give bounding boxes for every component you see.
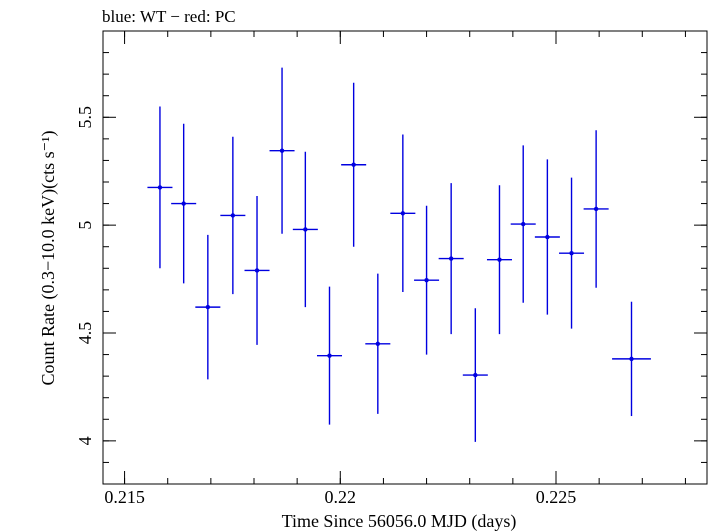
y-axis-label: Count Rate (0.3−10.0 keV)(cts s⁻¹) [38, 130, 59, 385]
y-tick-label: 4 [75, 436, 95, 445]
data-point [497, 257, 502, 262]
x-axis-tick-labels: 0.215 0.22 0.225 [104, 487, 576, 507]
data-point [327, 353, 332, 358]
data-point [205, 304, 211, 310]
x-axis-label: Time Since 56056.0 MJD (days) [282, 511, 517, 532]
data-point [473, 372, 478, 378]
data-point [424, 277, 429, 283]
y-axis-tick-labels: 4 4.5 5 5.5 [75, 106, 95, 445]
data-point [545, 234, 550, 240]
data-points [147, 67, 651, 442]
x-axis-ticks [124, 31, 686, 484]
data-point [521, 221, 526, 227]
data-point [157, 185, 163, 190]
x-tick-label: 0.215 [104, 487, 145, 507]
x-tick-label: 0.22 [325, 487, 357, 507]
data-point [279, 148, 285, 153]
data-point [400, 211, 406, 216]
data-point [593, 206, 599, 212]
data-point [351, 162, 356, 167]
data-point [375, 341, 381, 346]
data-point [569, 250, 574, 256]
data-point [448, 256, 454, 261]
data-point [303, 227, 308, 232]
chart-title: blue: WT − red: PC [102, 7, 236, 26]
data-point [181, 201, 186, 206]
data-point [230, 213, 236, 218]
data-point [629, 356, 634, 362]
y-tick-label: 5 [75, 221, 95, 230]
y-axis-ticks [103, 30, 707, 485]
plot-frame [102, 30, 708, 485]
x-tick-label: 0.225 [536, 487, 577, 507]
y-tick-label: 4.5 [75, 322, 95, 345]
data-point [254, 268, 260, 273]
y-tick-label: 5.5 [75, 106, 95, 128]
